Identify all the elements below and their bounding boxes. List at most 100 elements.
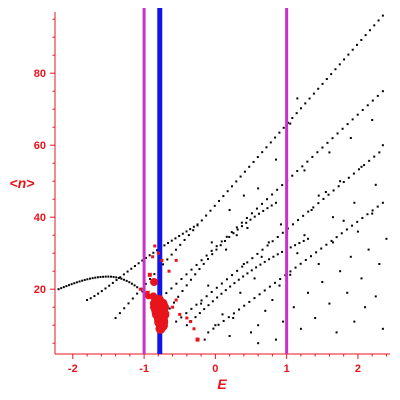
data-point [294,244,297,247]
data-point [307,210,310,213]
data-point [119,276,122,279]
data-point [230,231,233,234]
y-tick-label: 40 [34,212,46,224]
data-point [174,248,177,251]
data-point [133,264,136,267]
highlighted-point [178,312,182,316]
data-point [156,249,159,252]
data-point [374,295,377,298]
data-point [220,292,223,295]
data-point [257,212,260,215]
data-point [271,193,274,196]
data-point [274,158,277,161]
data-point [141,259,144,262]
data-point [346,291,349,294]
highlighted-point [145,290,150,295]
data-point [324,191,327,193]
data-point [215,286,218,289]
data-point [210,249,213,252]
data-point [170,253,173,256]
data-point [353,320,356,323]
highlighted-point [160,258,164,262]
data-point [360,38,363,41]
data-point [360,165,363,168]
data-point [334,68,337,71]
data-point [302,214,305,217]
data-point [89,277,92,280]
data-point [371,119,374,121]
data-point [236,228,239,231]
data-point [148,254,151,257]
data-point [144,256,147,259]
data-point [351,118,354,121]
data-point [381,90,384,93]
data-point [325,78,328,81]
data-point [251,257,254,260]
data-point [266,244,269,247]
data-point [340,232,343,235]
data-point [257,324,260,327]
data-point [328,151,331,154]
data-point [274,281,277,284]
data-point [269,141,272,144]
data-point [242,275,245,278]
data-point [343,58,346,61]
data-point [317,87,320,90]
data-point [185,273,188,276]
highlighted-point [150,278,159,286]
data-point [62,286,65,289]
data-point [297,219,300,222]
data-point [180,316,183,319]
data-point [301,165,304,168]
data-point [282,320,285,323]
data-point [229,285,232,288]
data-point [361,108,364,111]
data-point [248,165,251,168]
data-point [332,189,335,192]
data-point [349,137,352,139]
highlighted-point [185,316,189,320]
data-point [366,213,369,216]
data-point [271,299,274,301]
data-point [213,204,216,207]
data-point [231,274,234,277]
data-point [331,216,334,219]
data-point [203,338,206,341]
data-point [299,262,302,265]
data-point [190,307,193,310]
highlighted-point [188,320,192,324]
data-point [296,170,299,173]
data-point [364,306,367,309]
data-point [228,209,231,211]
data-point [342,181,345,184]
data-point [163,244,166,247]
data-point [373,24,376,27]
data-point [122,273,125,276]
data-point [367,248,370,251]
highlighted-point [139,287,143,291]
data-point [261,202,264,205]
data-point [115,279,118,282]
data-point [276,236,279,238]
data-point [136,286,139,289]
data-point [99,275,102,278]
data-points [57,14,388,348]
data-point [60,287,63,290]
data-point [128,281,131,284]
data-point [331,241,334,244]
data-point [249,218,252,221]
data-point [211,253,214,256]
data-point [86,278,89,281]
data-point [152,251,155,254]
data-point [378,151,381,154]
data-point [131,297,134,300]
data-point [263,260,266,263]
data-point [179,243,182,246]
data-point [371,212,374,215]
data-point [238,308,241,311]
data-point [250,212,253,215]
highlighted-point [174,258,178,262]
data-point [153,273,156,276]
data-point [330,73,333,76]
